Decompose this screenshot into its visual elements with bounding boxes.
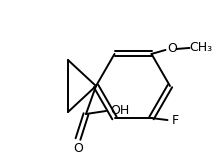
Text: CH₃: CH₃	[189, 42, 212, 54]
Text: O: O	[73, 142, 83, 156]
Text: O: O	[168, 42, 177, 55]
Text: OH: OH	[110, 105, 130, 118]
Text: F: F	[172, 114, 179, 126]
